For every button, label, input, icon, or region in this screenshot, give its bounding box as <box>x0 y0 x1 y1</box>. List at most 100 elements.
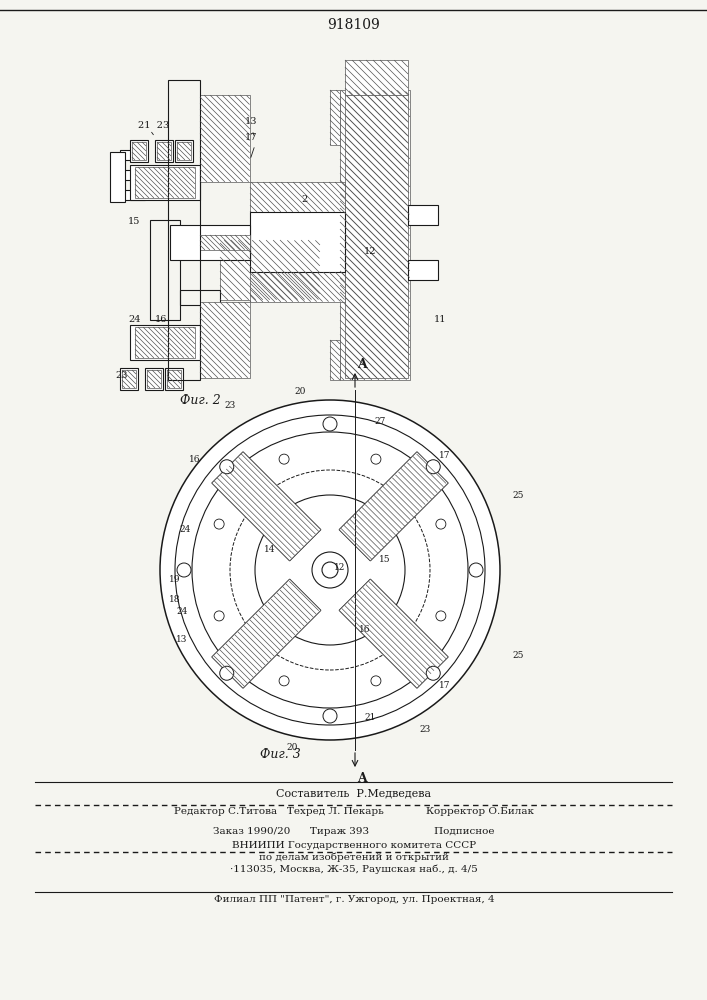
Text: Фиг. 3: Фиг. 3 <box>259 748 300 762</box>
Circle shape <box>426 666 440 680</box>
Text: 17: 17 <box>439 680 451 690</box>
Polygon shape <box>330 340 340 380</box>
Text: 24: 24 <box>180 526 191 534</box>
Circle shape <box>323 417 337 431</box>
Bar <box>120 368 138 390</box>
Circle shape <box>175 415 485 725</box>
Polygon shape <box>135 167 195 198</box>
Circle shape <box>177 563 191 577</box>
Text: Филиал ПП "Патент", г. Ужгород, ул. Проектная, 4: Филиал ПП "Патент", г. Ужгород, ул. Прое… <box>214 896 494 904</box>
Bar <box>250 212 345 272</box>
Circle shape <box>220 666 234 680</box>
Text: ·113035, Москва, Ж-35, Раушская наб., д. 4/5: ·113035, Москва, Ж-35, Раушская наб., д.… <box>230 864 478 874</box>
Circle shape <box>323 709 337 723</box>
Polygon shape <box>200 235 250 250</box>
Circle shape <box>214 611 224 621</box>
Text: 13: 13 <box>245 117 257 126</box>
Polygon shape <box>122 370 136 388</box>
Polygon shape <box>339 579 448 688</box>
Circle shape <box>220 460 234 474</box>
Text: 25: 25 <box>513 650 524 660</box>
Polygon shape <box>147 370 161 388</box>
Polygon shape <box>339 452 448 561</box>
Text: 18: 18 <box>169 595 181 604</box>
Text: по делам изобретений и открытий: по делам изобретений и открытий <box>259 852 449 862</box>
Polygon shape <box>220 240 320 300</box>
Polygon shape <box>157 142 171 160</box>
Polygon shape <box>212 579 321 688</box>
Circle shape <box>371 676 381 686</box>
Bar <box>408 260 438 280</box>
Text: 25: 25 <box>513 490 524 499</box>
Polygon shape <box>135 327 195 358</box>
Text: 13: 13 <box>176 636 187 645</box>
Text: Заказ 1990/20      Тираж 393                    Подписное: Заказ 1990/20 Тираж 393 Подписное <box>214 828 495 836</box>
Text: 918109: 918109 <box>327 18 380 32</box>
Polygon shape <box>200 95 250 182</box>
Bar <box>408 205 438 225</box>
Polygon shape <box>250 272 345 302</box>
Text: 12: 12 <box>363 247 376 256</box>
Text: 14: 14 <box>264 546 276 554</box>
Polygon shape <box>339 579 448 688</box>
Circle shape <box>371 454 381 464</box>
Text: 24: 24 <box>176 607 187 616</box>
Polygon shape <box>212 452 321 561</box>
Text: 19: 19 <box>169 576 181 584</box>
Text: 23: 23 <box>419 726 431 734</box>
Text: A: A <box>357 772 367 784</box>
Text: Составитель  Р.Медведева: Составитель Р.Медведева <box>276 788 431 798</box>
Circle shape <box>160 400 500 740</box>
Bar <box>130 165 200 200</box>
Circle shape <box>322 562 338 578</box>
Text: 24: 24 <box>128 316 141 324</box>
Text: 2: 2 <box>302 196 308 205</box>
Text: 16: 16 <box>155 316 168 324</box>
Polygon shape <box>250 182 345 212</box>
Circle shape <box>279 676 289 686</box>
Bar <box>120 170 145 180</box>
Circle shape <box>192 432 468 708</box>
Text: 12: 12 <box>334 564 346 572</box>
Bar <box>170 225 250 260</box>
Text: 16: 16 <box>359 626 370 635</box>
Text: 27: 27 <box>374 418 386 426</box>
Text: 16: 16 <box>189 456 201 464</box>
Circle shape <box>426 460 440 474</box>
Bar <box>130 140 148 162</box>
Bar <box>120 190 145 200</box>
Polygon shape <box>132 142 146 160</box>
Text: 21: 21 <box>364 714 375 722</box>
Bar <box>145 368 163 390</box>
Bar <box>110 152 125 202</box>
Polygon shape <box>339 452 448 561</box>
Bar <box>180 290 220 305</box>
Bar <box>155 140 173 162</box>
Text: 20: 20 <box>286 744 298 752</box>
Bar <box>150 220 180 320</box>
Bar <box>130 325 200 360</box>
Text: 17: 17 <box>245 133 257 142</box>
Circle shape <box>312 552 348 588</box>
Polygon shape <box>340 90 410 380</box>
Text: 15: 15 <box>379 556 391 564</box>
Polygon shape <box>212 452 321 561</box>
Text: 11: 11 <box>434 316 446 324</box>
Circle shape <box>436 611 446 621</box>
Text: Фиг. 2: Фиг. 2 <box>180 393 221 406</box>
Circle shape <box>255 495 405 645</box>
Polygon shape <box>345 60 408 95</box>
Circle shape <box>279 454 289 464</box>
Polygon shape <box>345 95 408 378</box>
Bar <box>120 150 145 160</box>
Text: 17: 17 <box>439 450 451 460</box>
Text: 20: 20 <box>294 387 305 396</box>
Polygon shape <box>167 370 181 388</box>
Text: ВНИИПИ Государственного комитета СССР: ВНИИПИ Государственного комитета СССР <box>232 840 476 850</box>
Polygon shape <box>330 90 340 145</box>
Bar <box>165 368 183 390</box>
Circle shape <box>469 563 483 577</box>
Text: 21  23: 21 23 <box>138 120 169 129</box>
Bar <box>175 140 193 162</box>
Polygon shape <box>177 142 191 160</box>
